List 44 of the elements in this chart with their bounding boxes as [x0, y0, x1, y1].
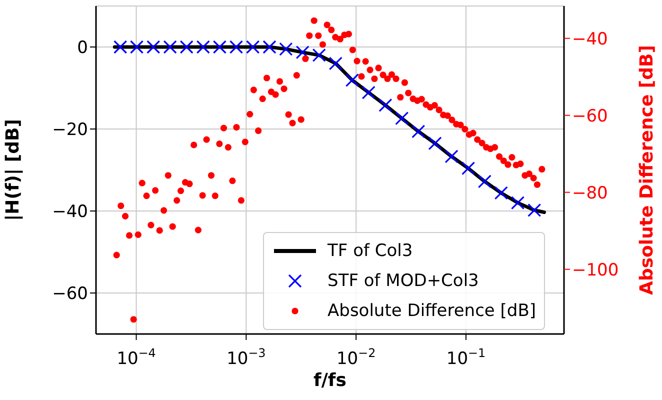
point [114, 40, 128, 54]
point [461, 162, 476, 176]
x-tick-label: 10$^{−2}$ [336, 346, 376, 369]
x-tick-label: 10$^{−1}$ [446, 346, 486, 369]
y2-axis-title: Absolute Difference [dB] [636, 45, 658, 295]
point [478, 174, 492, 188]
y-tick-label: −40 [52, 202, 88, 222]
legend-label: TF of Col3 [328, 241, 413, 261]
x-tick-label: 10$^{−4}$ [116, 346, 156, 369]
y-tick-label: −20 [52, 120, 88, 140]
point [412, 124, 426, 138]
point [163, 40, 177, 54]
point [130, 40, 144, 54]
point [180, 40, 194, 54]
point [362, 86, 376, 100]
y2-tick-label: −100 [572, 260, 619, 280]
point [146, 40, 160, 54]
point [395, 112, 409, 126]
legend-label: STF of MOD+Col3 [328, 271, 479, 291]
y-tick-label: 0 [77, 38, 88, 58]
point [312, 48, 326, 62]
point [262, 40, 276, 54]
x-axis-title: f/fs [314, 370, 346, 391]
point [196, 40, 210, 54]
point [296, 46, 310, 60]
point [510, 196, 525, 210]
point [428, 136, 442, 150]
y-tick-label: −60 [52, 284, 88, 304]
y2-tick-label: −40 [572, 29, 608, 50]
point [279, 42, 293, 56]
point [378, 98, 392, 112]
y-axis-title: |H(f)| [dB] [2, 119, 24, 221]
point [444, 150, 458, 164]
point [212, 40, 226, 54]
x-tick-label: 10$^{−3}$ [226, 346, 266, 369]
point [494, 186, 508, 200]
y2-tick-label: −80 [572, 183, 608, 204]
legend-label: Absolute Difference [dB] [328, 301, 536, 321]
point [246, 40, 260, 54]
point [528, 203, 542, 217]
y2-tick-label: −60 [572, 106, 608, 126]
point [229, 40, 244, 54]
point [328, 56, 342, 70]
point [345, 73, 359, 88]
